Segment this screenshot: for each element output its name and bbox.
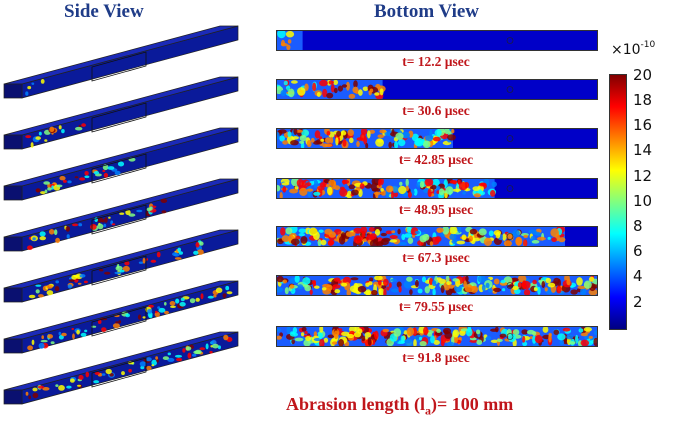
colorbar-tick: 20 — [633, 66, 653, 84]
colorbar-multiplier: ×10-10 — [611, 40, 656, 58]
colorbar-tick: 14 — [633, 141, 653, 159]
side-view-beam — [3, 331, 239, 405]
side-view-beam — [3, 178, 239, 252]
bottom-view-frame-3 — [276, 128, 598, 149]
bottom-view-frame-5 — [276, 226, 598, 247]
side-view-beam — [3, 127, 239, 201]
colorbar — [609, 74, 627, 330]
time-label-7: t= 91.8 µsec — [402, 350, 470, 365]
time-label-6: t= 79.55 µsec — [398, 299, 474, 314]
side-view-beam — [3, 76, 239, 150]
side-view-beams — [3, 25, 239, 405]
time-label-5: t= 67.3 µsec — [402, 250, 470, 265]
colorbar-tick: 16 — [633, 116, 653, 134]
colorbar-tick: 12 — [633, 167, 653, 185]
colorbar-tick-labels: 20 18 16 14 12 10 8 6 4 2 — [633, 66, 683, 336]
side-view-beam — [3, 280, 239, 354]
time-label-2: t= 30.6 µsec — [402, 103, 470, 118]
time-label-3: t= 42.85 µsec — [398, 152, 474, 167]
side-view-beam — [3, 229, 239, 303]
bottom-view-frame-1 — [276, 30, 598, 51]
time-label-4: t= 48.95 µsec — [398, 202, 474, 217]
time-label-1: t= 12.2 µsec — [402, 54, 470, 69]
bottom-view-frame-6 — [276, 275, 598, 296]
colorbar-tick: 6 — [633, 242, 643, 260]
colorbar-tick: 2 — [633, 293, 643, 311]
colorbar-tick: 4 — [633, 267, 643, 285]
bottom-view-frame-7 — [276, 326, 598, 347]
colorbar-tick: 8 — [633, 217, 643, 235]
abrasion-length-caption: Abrasion length (la)= 100 mm — [286, 394, 514, 418]
colorbar-tick: 18 — [633, 91, 653, 109]
side-view-title: Side View — [64, 1, 144, 22]
bottom-view-frame-4 — [276, 178, 598, 199]
colorbar-tick: 10 — [633, 192, 653, 210]
bottom-view-title: Bottom View — [374, 1, 480, 22]
side-view-beam — [3, 25, 239, 99]
bottom-view-frame-2 — [276, 79, 598, 100]
